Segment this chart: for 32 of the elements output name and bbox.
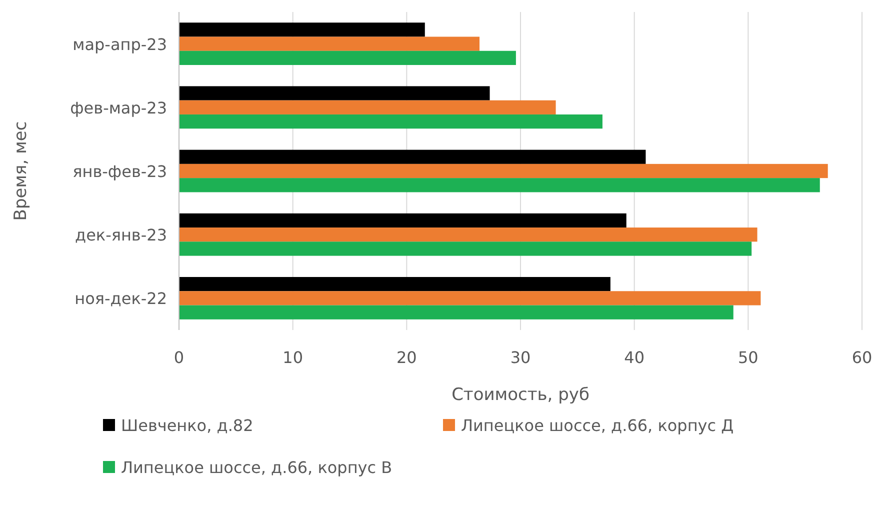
bar	[179, 213, 626, 228]
bar	[179, 305, 734, 320]
x-tick-label: 40	[624, 348, 645, 367]
bar	[179, 164, 828, 178]
bar	[179, 150, 646, 164]
bar	[179, 50, 516, 65]
y-tick-label: мар-апр-23	[72, 34, 167, 54]
bar	[179, 86, 490, 100]
y-tick-label: янв-фев-23	[72, 162, 167, 181]
x-tick-label: 30	[510, 348, 531, 367]
x-tick-label: 0	[174, 348, 184, 367]
y-tick-label: дек-янв-23	[75, 226, 167, 245]
bar	[179, 291, 761, 306]
legend-label: Шевченко, д.82	[121, 416, 254, 435]
bar	[179, 228, 758, 242]
y-tick-label: фев-мар-23	[70, 98, 167, 118]
x-tick-label: 10	[282, 348, 304, 367]
x-tick-label: 20	[396, 348, 417, 367]
y-axis-title: Время, мес	[11, 121, 31, 221]
bar	[179, 100, 556, 114]
legend-label: Липецкое шоссе, д.66, корпус Д	[461, 416, 734, 435]
bar	[179, 22, 425, 37]
bar	[179, 277, 610, 292]
x-axis-title: Стоимость, руб	[452, 385, 590, 405]
bar	[179, 242, 752, 256]
x-tick-label: 60	[852, 348, 872, 367]
y-tick-label: ноя-дек-22	[74, 289, 167, 308]
bar	[179, 36, 480, 51]
bar	[179, 178, 820, 192]
legend-label: Липецкое шоссе, д.66, корпус В	[121, 458, 392, 477]
x-tick-label: 50	[738, 348, 758, 367]
bar	[179, 114, 602, 129]
